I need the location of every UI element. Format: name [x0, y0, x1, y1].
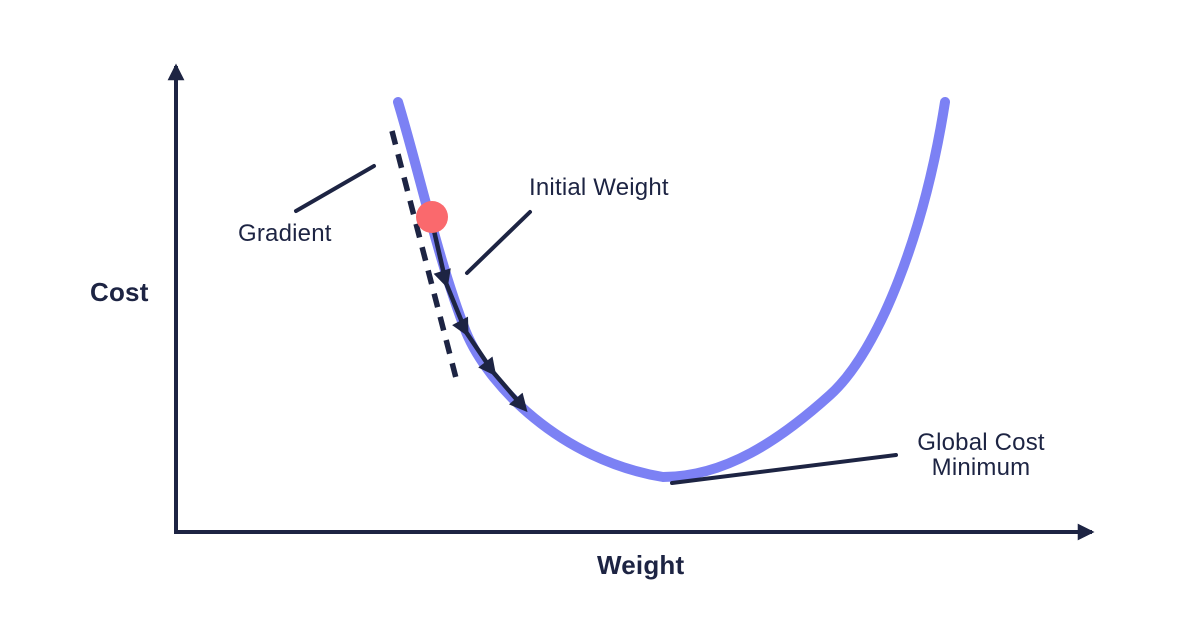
initial-weight-callout-line	[465, 210, 532, 275]
global-cost-minimum-line1: Global Cost	[917, 429, 1045, 456]
gradient-tangent-dashed-line	[389, 130, 459, 379]
gradient-label: Gradient	[238, 220, 332, 247]
gradient-callout-line	[294, 164, 376, 213]
cost-curve	[393, 97, 950, 483]
initial-weight-label: Initial Weight	[529, 174, 669, 201]
global-cost-minimum-label: Global Cost Minimum	[871, 430, 1091, 480]
y-axis-label: Cost	[90, 277, 149, 307]
initial-weight-point	[416, 201, 448, 233]
x-axis-label: Weight	[597, 550, 685, 580]
global-minimum-callout-line	[670, 453, 898, 485]
descent-step-arrows	[429, 221, 528, 413]
global-cost-minimum-line2: Minimum	[931, 454, 1031, 481]
